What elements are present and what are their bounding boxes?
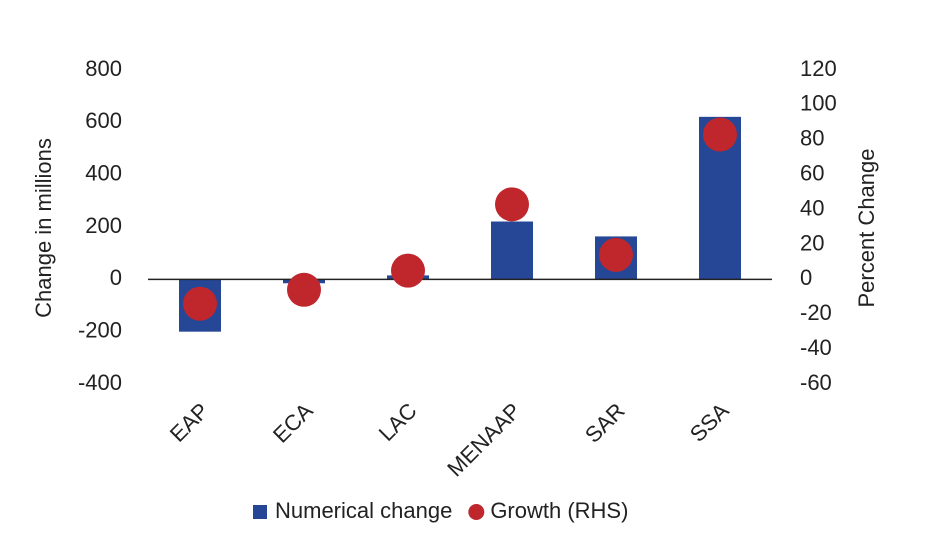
x-tick-label: SAR <box>580 398 630 448</box>
x-tick-label: LAC <box>374 398 422 446</box>
y2-tick-label: 60 <box>800 160 824 185</box>
bar <box>491 221 533 280</box>
x-tick-label: MENAAP <box>442 398 525 481</box>
y-tick-label: -200 <box>78 317 122 342</box>
x-tick-label: EAP <box>165 398 214 447</box>
y2-tick-label: 120 <box>800 56 837 81</box>
legend-swatch <box>253 505 267 519</box>
y-tick-label: -400 <box>78 370 122 395</box>
dot <box>391 253 425 288</box>
y2-tick-label: -20 <box>800 300 832 325</box>
y2-tick-label: -40 <box>800 335 832 360</box>
legend-label: Growth (RHS) <box>490 498 628 523</box>
legend-swatch <box>468 504 485 520</box>
dot <box>183 286 217 321</box>
x-tick-label: SSA <box>685 398 734 447</box>
dot <box>495 187 529 222</box>
y2-tick-label: 40 <box>800 195 824 220</box>
y-tick-label: 200 <box>85 213 122 238</box>
y2-axis-title: Percent Change <box>854 149 879 308</box>
y2-tick-label: 80 <box>800 126 824 151</box>
y-axis-title: Change in millions <box>31 138 56 318</box>
y-tick-label: 400 <box>85 160 122 185</box>
dot <box>599 237 633 272</box>
y-tick-label: 600 <box>85 108 122 133</box>
y-tick-label: 800 <box>85 56 122 81</box>
y2-tick-label: 100 <box>800 91 837 116</box>
dot <box>287 272 321 307</box>
y-tick-label: 0 <box>110 265 122 290</box>
y2-tick-label: 20 <box>800 230 824 255</box>
x-tick-label: ECA <box>268 398 318 448</box>
y2-tick-label: -60 <box>800 370 832 395</box>
dot <box>703 117 737 152</box>
legend-label: Numerical change <box>275 498 452 523</box>
y2-tick-label: 0 <box>800 265 812 290</box>
